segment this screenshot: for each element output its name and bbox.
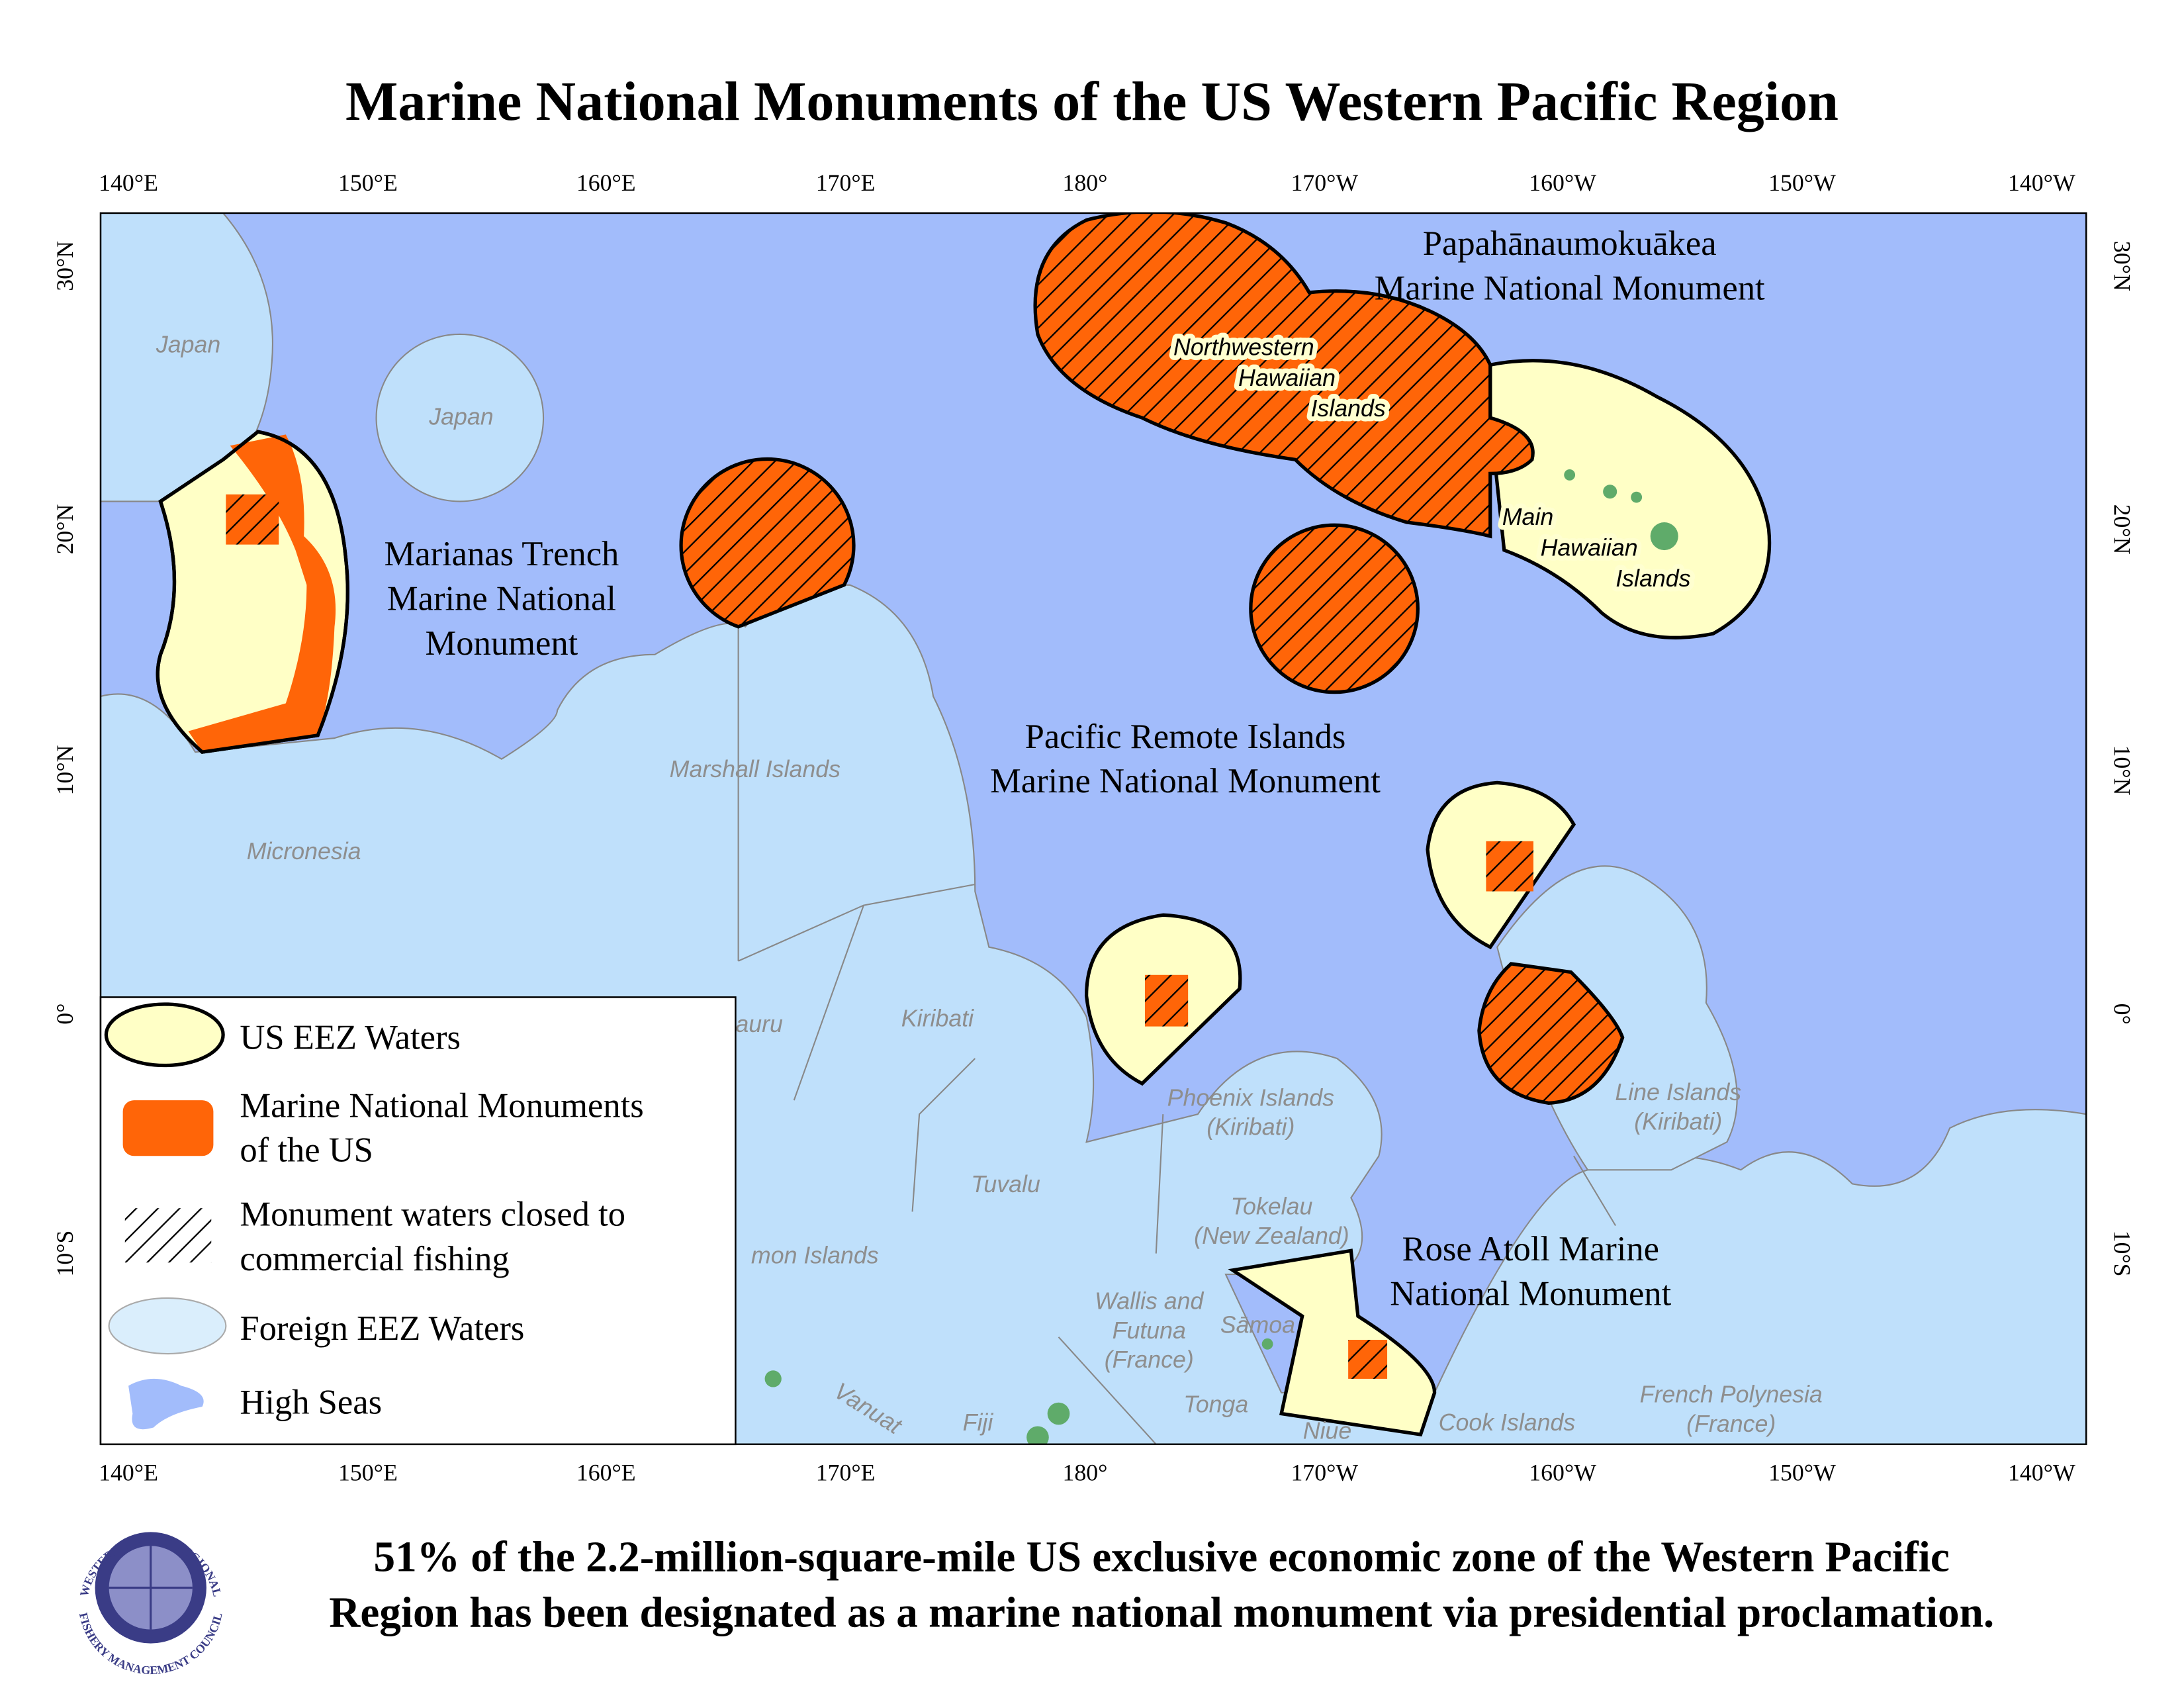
latitude-label: 10°N [2109,745,2135,796]
place-label: (France) [1686,1411,1776,1437]
place-label: French Polynesia [1640,1382,1823,1408]
longitude-label: 180° [1063,169,1108,196]
legend-label: Foreign EEZ Waters [240,1309,524,1348]
latitude-label: 10°N [52,745,78,796]
longitude-label: 170°W [1291,1460,1359,1486]
legend: US EEZ Waters Marine National Monuments of… [99,996,737,1446]
place-label: Phoenix Islands [1167,1085,1335,1111]
longitude-label: 160°E [576,169,636,196]
place-label: Niue [1303,1417,1352,1444]
longitude-label: 150°E [338,169,398,196]
longitude-label: 170°E [816,169,876,196]
caption: 51% of the 2.2-million-square-mile US ex… [374,1533,1950,1581]
latitude-label: 10°S [2109,1231,2135,1277]
logo: WESTERN PACIFIC REGIONAL FISHERY MANAGEM… [77,1532,225,1677]
longitude-label: 160°W [1529,169,1596,196]
legend-label: commercial fishing [240,1240,509,1278]
place-label: Fiji [963,1409,994,1436]
latitude-label: 0° [2109,1004,2135,1025]
legend-label: of the US [240,1131,373,1170]
place-label: Japan [428,404,493,430]
latitude-label: 10°S [52,1231,78,1277]
monument-label: Marine National Monument [990,762,1381,800]
monument-label: Marine National Monument [1375,269,1765,307]
legend-label: US EEZ Waters [240,1018,461,1056]
longitude-label: 140°W [2008,1460,2075,1486]
legend-label: Marine National Monuments [240,1086,643,1125]
longitude-label: 140°E [99,1460,158,1486]
place-label: Sāmoa [1220,1311,1295,1338]
place-label: Kiribati [901,1006,974,1032]
caption: Region has been designated as a marine n… [329,1589,1994,1636]
island-label: Main [1502,504,1554,530]
place-label: Tuvalu [971,1171,1040,1197]
latitude-label: 30°N [2109,241,2135,291]
place-label: Tokelau [1230,1194,1312,1220]
longitude-label: 160°E [576,1460,636,1486]
legend-label: Monument waters closed to [240,1195,625,1233]
longitude-label: 150°W [1768,1460,1836,1486]
island-label: Northwestern [1173,334,1314,361]
place-label: Cook Islands [1439,1409,1576,1436]
latitude-label: 30°N [52,241,78,291]
place-label: mon Islands [751,1242,879,1268]
longitude-label: 170°E [816,1460,876,1486]
place-label: Line Islands [1615,1079,1741,1105]
place-label: Marshall Islands [670,756,841,782]
longitude-label: 180° [1063,1460,1108,1486]
place-label: auru [735,1011,783,1037]
monument-label: Papahānaumokuākea [1423,224,1717,263]
legend-label: High Seas [240,1383,382,1422]
monument-label: Rose Atoll Marine [1402,1230,1659,1268]
monument-label: Monument [426,624,578,663]
monument-label: National Monument [1390,1274,1671,1313]
place-label: Micronesia [247,838,361,865]
place-label: Japan [156,331,220,357]
island-label: Islands [1310,395,1385,422]
longitude-label: 140°W [2008,169,2075,196]
place-label: Wallis and [1095,1288,1204,1315]
place-label: (New Zealand) [1194,1223,1349,1249]
island-label: Islands [1615,565,1690,592]
latitude-label: 0° [52,1004,78,1025]
place-label: Futuna [1113,1317,1186,1344]
longitude-label: 170°W [1291,169,1359,196]
longitude-label: 150°E [338,1460,398,1486]
latitude-label: 20°N [2109,504,2135,555]
place-label: (Kiribati) [1206,1114,1295,1141]
longitude-label: 150°W [1768,169,1836,196]
island-label: Hawaiian [1238,365,1336,391]
place-label: (Kiribati) [1634,1108,1722,1135]
monument-label: Marianas Trench [384,535,619,573]
place-label: (France) [1105,1346,1194,1373]
title: Marine National Monuments of the US West… [345,71,1839,132]
longitude-label: 160°W [1529,1460,1596,1486]
longitude-label: 140°E [99,169,158,196]
latitude-label: 20°N [52,504,78,555]
island-label: Hawaiian [1541,534,1638,561]
place-label: Tonga [1183,1391,1248,1417]
monument-label: Marine National [387,580,616,618]
monument-label: Pacific Remote Islands [1025,718,1346,756]
